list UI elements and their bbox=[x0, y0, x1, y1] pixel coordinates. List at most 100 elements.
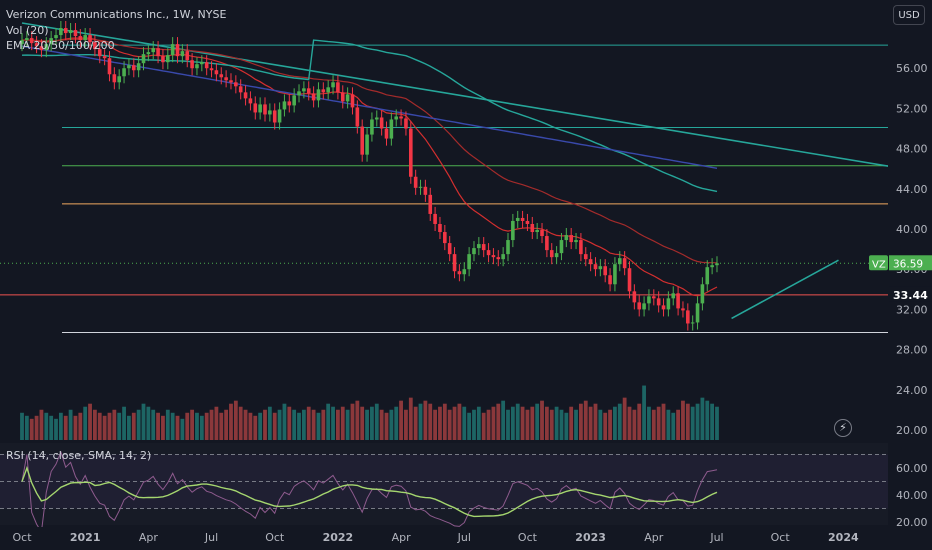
volume-bar bbox=[209, 409, 214, 440]
candle-body bbox=[472, 248, 476, 255]
rsi-background bbox=[0, 443, 888, 525]
volume-bar bbox=[472, 409, 476, 440]
candle-body bbox=[73, 30, 78, 37]
time-axis[interactable]: Oct 2021 Apr Jul Oct 2022 Apr Jul Oct 2023 Apr Jul O… bbox=[0, 527, 932, 550]
price-tick-label: 20.00 bbox=[896, 424, 928, 437]
candle-body bbox=[97, 49, 102, 57]
candle-body bbox=[20, 40, 24, 45]
volume-bar bbox=[146, 406, 151, 440]
rsi-line bbox=[21, 450, 718, 534]
rsi-pane bbox=[0, 443, 888, 534]
volume-bar bbox=[112, 409, 117, 440]
candle-body bbox=[520, 217, 525, 221]
volume-bar bbox=[170, 412, 175, 440]
volume-bar bbox=[525, 409, 530, 440]
candle-body bbox=[63, 28, 68, 34]
candle-body bbox=[321, 89, 326, 93]
candle-body bbox=[209, 68, 214, 71]
volume-bar bbox=[622, 397, 627, 440]
volume-bar bbox=[316, 412, 321, 440]
volume-bar bbox=[549, 409, 554, 440]
volume-bar bbox=[569, 406, 574, 440]
volume-bar bbox=[229, 403, 233, 440]
volume-bar bbox=[651, 409, 656, 440]
candle-body bbox=[438, 223, 442, 233]
candlesticks bbox=[20, 21, 719, 331]
candle-body bbox=[263, 104, 267, 115]
candle-body bbox=[525, 220, 530, 224]
candle-body bbox=[253, 103, 258, 113]
rsi-indicator-label[interactable]: RSI (14, close, SMA, 14, 2) bbox=[6, 449, 152, 462]
candle-body bbox=[588, 259, 593, 265]
volume-bar bbox=[49, 415, 54, 440]
volume-bar bbox=[404, 409, 408, 440]
volume-bar bbox=[462, 406, 467, 440]
price-axis[interactable]: 56.0052.0048.0044.0040.0036.0032.0028.00… bbox=[869, 0, 932, 550]
volume-bar bbox=[321, 409, 326, 440]
candle-body bbox=[268, 110, 272, 115]
candle-body bbox=[715, 263, 719, 266]
volume-bar bbox=[685, 403, 690, 440]
volume-bar bbox=[214, 406, 219, 440]
chart-title: Verizon Communications Inc., 1W, NYSE bbox=[6, 8, 227, 21]
currency-button[interactable]: USD bbox=[893, 5, 925, 25]
price-tick-label: 48.00 bbox=[896, 143, 928, 156]
volume-bar bbox=[666, 409, 671, 440]
volume-bar bbox=[34, 415, 39, 440]
candle-body bbox=[447, 243, 452, 255]
price-tick-label: 40.00 bbox=[896, 223, 928, 236]
candle-body bbox=[433, 213, 437, 224]
candle-body bbox=[146, 52, 151, 55]
ema-indicator-label[interactable]: EMA 20/50/100/200 bbox=[6, 39, 115, 52]
time-tick-label: 2023 bbox=[575, 531, 606, 544]
candle-body bbox=[481, 244, 486, 251]
candle-body bbox=[666, 298, 671, 310]
volume-indicator-label[interactable]: Vol (20) bbox=[6, 24, 49, 37]
candle-body bbox=[175, 44, 180, 57]
candle-body bbox=[676, 293, 680, 309]
candle-body bbox=[540, 230, 544, 237]
volume-bar bbox=[389, 409, 394, 440]
candle-body bbox=[681, 308, 685, 311]
price-tick-label: 32.00 bbox=[896, 303, 928, 316]
volume-bar bbox=[78, 412, 83, 440]
candle-body bbox=[564, 235, 569, 241]
candle-body bbox=[535, 230, 539, 233]
candle-body bbox=[306, 88, 311, 94]
candle-body bbox=[686, 310, 690, 324]
candle-body bbox=[530, 223, 535, 233]
candle-body bbox=[506, 240, 510, 255]
volume-bar bbox=[496, 403, 501, 440]
last-price-label: 36.59 bbox=[893, 258, 923, 270]
volume-bar bbox=[423, 400, 428, 440]
volume-bar bbox=[292, 409, 297, 440]
volume-bar bbox=[107, 412, 112, 440]
candle-body bbox=[340, 92, 345, 102]
price-tick-label: 44.00 bbox=[896, 183, 928, 196]
candle-body bbox=[25, 38, 29, 41]
volume-bar bbox=[671, 412, 676, 440]
candle-body bbox=[204, 62, 209, 69]
volume-bar bbox=[336, 409, 340, 440]
lightning-icon[interactable]: ⚡ bbox=[834, 419, 852, 437]
volume-bar bbox=[520, 406, 525, 440]
volume-bar bbox=[297, 412, 301, 440]
candle-body bbox=[554, 253, 559, 258]
volume-bar bbox=[331, 406, 335, 440]
volume-bar bbox=[39, 409, 44, 440]
volume-bar bbox=[564, 412, 569, 440]
time-tick-label: 2022 bbox=[323, 531, 354, 544]
volume-bar bbox=[326, 403, 331, 440]
time-tick-label: Apr bbox=[139, 531, 159, 544]
volume-bar bbox=[540, 400, 544, 440]
candle-body bbox=[248, 98, 253, 104]
volume-bar bbox=[73, 415, 78, 440]
volume-bar bbox=[161, 415, 165, 440]
volume-bar bbox=[93, 409, 97, 440]
volume-bar bbox=[457, 403, 462, 440]
volume-bar bbox=[598, 409, 603, 440]
volume-bar bbox=[185, 412, 190, 440]
candle-body bbox=[603, 266, 607, 276]
volume-bar bbox=[481, 412, 486, 440]
